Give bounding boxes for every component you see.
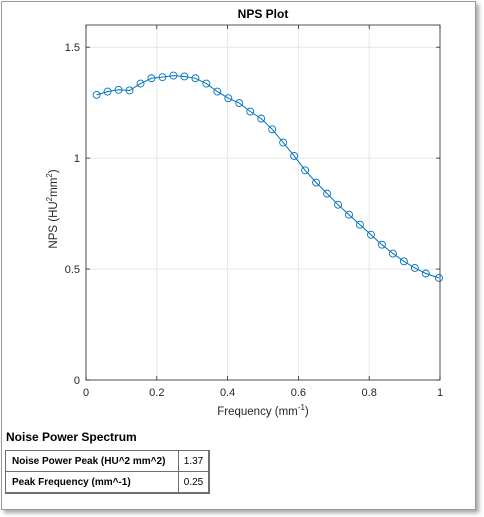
data-point [125, 86, 134, 95]
data-point [103, 87, 112, 96]
y-axis-label: NPS (HU2mm2) [45, 169, 60, 248]
series-line-0 [96, 75, 440, 279]
x-tick-label-3: 0.6 [291, 387, 306, 399]
data-point [279, 138, 288, 147]
x-tick-label-0: 0 [83, 387, 89, 399]
x-tick-label-5: 1 [437, 387, 443, 399]
x-tick-label-4: 0.8 [362, 387, 377, 399]
table-row: Noise Power Peak (HU^2 mm^2) 1.37 [5, 450, 209, 472]
data-point [202, 79, 211, 88]
y-tick-label-2: 1 [74, 153, 80, 165]
results-section-title: Noise Power Spectrum [6, 430, 137, 444]
data-point [377, 240, 386, 249]
data-point [213, 87, 222, 96]
data-point [356, 220, 364, 229]
data-point [290, 151, 299, 160]
x-axis-label: Frequency (mm-1) [217, 403, 309, 418]
data-point [434, 273, 443, 282]
data-point [268, 125, 277, 134]
data-point [136, 79, 145, 88]
data-point [114, 85, 123, 94]
data-point [224, 94, 233, 103]
table-row: Peak Frequency (mm^-1) 0.25 [5, 471, 209, 493]
data-point [312, 178, 321, 187]
data-point [421, 269, 430, 278]
data-point [235, 99, 244, 108]
x-tick-label-2: 0.4 [220, 387, 235, 399]
data-point [246, 107, 255, 116]
data-point [191, 74, 200, 83]
data-point [345, 210, 353, 219]
y-tick-label-3: 1.5 [65, 42, 80, 54]
data-point [301, 166, 310, 175]
x-tick-label-1: 0.2 [149, 387, 164, 399]
data-point [147, 74, 156, 83]
plot-area: 0 0.2 0.4 0.6 0.8 1 0 0.5 1 1.5 [65, 24, 443, 399]
data-point [410, 264, 419, 272]
data-point [388, 249, 397, 258]
noise-power-peak-label: Noise Power Peak (HU^2 mm^2) [5, 450, 179, 472]
data-point [367, 230, 375, 239]
results-table: Noise Power Peak (HU^2 mm^2) 1.37 Peak F… [4, 449, 210, 494]
peak-frequency-value[interactable]: 0.25 [178, 471, 209, 493]
axes-background [86, 25, 440, 380]
axes-box [85, 24, 441, 381]
data-point [334, 200, 342, 209]
data-point [399, 257, 408, 266]
data-point [257, 114, 266, 123]
peak-frequency-label: Peak Frequency (mm^-1) [5, 471, 179, 493]
y-tick-label-0: 0 [74, 375, 80, 387]
data-point [323, 189, 332, 198]
data-point [158, 73, 167, 82]
plot-title: NPS Plot [238, 7, 289, 21]
noise-power-peak-value[interactable]: 1.37 [178, 450, 209, 472]
data-point [180, 72, 189, 81]
y-tick-label-1: 0.5 [65, 264, 80, 276]
data-point [169, 71, 178, 80]
data-point [92, 90, 101, 99]
